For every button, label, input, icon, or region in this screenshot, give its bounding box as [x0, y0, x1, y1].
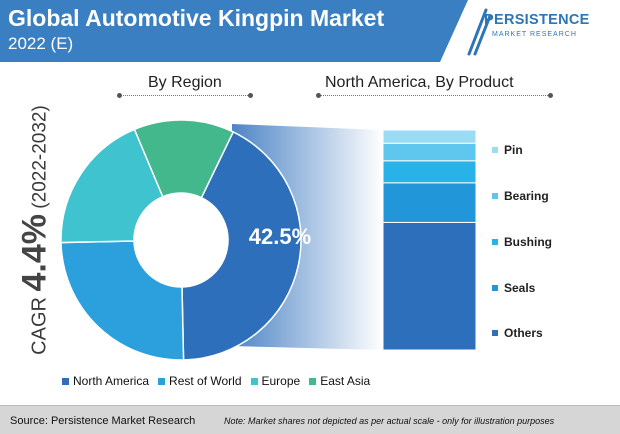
region-divider: [120, 95, 250, 96]
legend-label: Bearing: [504, 189, 549, 203]
legend-label: Pin: [504, 143, 523, 157]
region-section-label: By Region: [148, 74, 222, 91]
page-subtitle: 2022 (E): [8, 34, 74, 53]
persistence-logo-mark: [467, 8, 492, 56]
legend-label: East Asia: [320, 374, 371, 388]
legend-swatch: [158, 377, 166, 385]
product-legend-item-pin: Pin: [492, 143, 523, 157]
product-legend-item-others: Others: [492, 326, 543, 340]
footer-bar: Source: Persistence Market Research Note…: [0, 405, 620, 434]
legend-item-europe: Europe: [250, 374, 301, 388]
logo-tagline: MARKET RESEARCH: [492, 31, 577, 38]
product-legend-item-seals: Seals: [492, 281, 535, 295]
bar-segment-bushing: [382, 160, 477, 184]
logo-name: PERSISTENCE: [484, 12, 590, 28]
product-legend-item-bushing: Bushing: [492, 235, 552, 249]
legend-label: Seals: [504, 281, 536, 295]
page-title: Global Automotive Kingpin Market: [8, 5, 385, 31]
source-text: Source: Persistence Market Research: [10, 415, 196, 427]
region-divider-dot-right: [248, 93, 253, 98]
bar-segment-others: [382, 221, 477, 351]
bar-segment-bearing: [382, 142, 477, 162]
donut-slice-east-asia: [133, 119, 235, 199]
legend-swatch: [492, 285, 498, 291]
legend-swatch: [492, 193, 498, 199]
product-divider-dot-right: [548, 93, 553, 98]
legend-label: North America: [73, 374, 150, 388]
legend-item-rest-of-world: Rest of World: [158, 374, 242, 388]
legend-label: Bushing: [504, 235, 552, 249]
product-legend-item-bearing: Bearing: [492, 189, 549, 203]
legend-label: Rest of World: [169, 374, 242, 388]
donut-data-label: 42.5%: [249, 224, 311, 249]
product-divider: [318, 95, 550, 96]
legend-swatch: [492, 239, 498, 245]
region-divider-dot-left: [117, 93, 122, 98]
region-legend: North America Rest of World Europe East Asi…: [62, 374, 379, 388]
legend-swatch: [62, 377, 69, 385]
product-divider-dot-left: [316, 93, 321, 98]
legend-swatch: [250, 377, 258, 385]
region-donut-chart: 42.5%: [60, 119, 311, 361]
legend-item-east-asia: East Asia: [309, 374, 370, 388]
bar-segment-seals: [382, 182, 477, 223]
donut-slice-europe: [60, 128, 164, 244]
product-section-label: North America, By Product: [325, 74, 514, 91]
header-banner: [0, 0, 440, 62]
header-banner-notch: [440, 0, 468, 62]
legend-label: Others: [504, 326, 543, 340]
legend-swatch: [492, 147, 498, 153]
legend-item-north-america: North America: [62, 374, 149, 388]
product-stacked-bar-chart: [382, 129, 477, 351]
donut-slice-north-america: [181, 130, 302, 361]
legend-swatch: [309, 377, 317, 385]
bar-segment-pin: [382, 129, 477, 144]
disclaimer-note: Note: Market shares not depicted as per …: [224, 416, 555, 426]
legend-label: Europe: [261, 374, 301, 388]
legend-swatch: [492, 330, 498, 336]
donut-slice-rest-of-world: [60, 240, 185, 361]
